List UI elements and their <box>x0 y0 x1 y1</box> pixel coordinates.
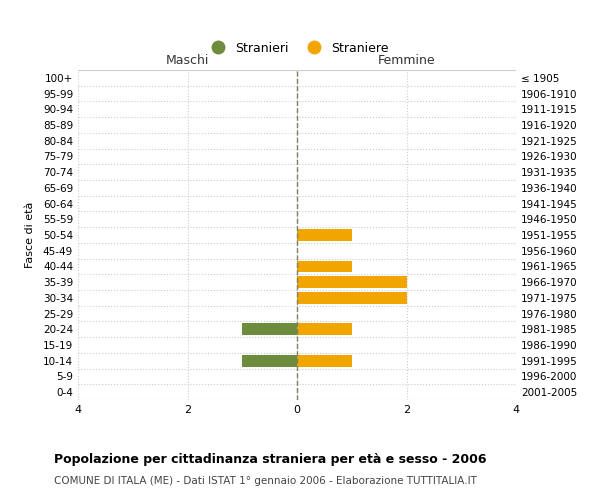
Bar <box>297 276 407 288</box>
Text: Maschi: Maschi <box>166 54 209 67</box>
Text: Femmine: Femmine <box>377 54 436 67</box>
Bar <box>242 355 297 366</box>
Bar <box>297 229 352 241</box>
Bar <box>297 324 352 335</box>
Bar <box>297 292 407 304</box>
Y-axis label: Anni di nascita: Anni di nascita <box>597 194 600 276</box>
Y-axis label: Fasce di età: Fasce di età <box>25 202 35 268</box>
Bar <box>242 324 297 335</box>
Text: COMUNE DI ITALA (ME) - Dati ISTAT 1° gennaio 2006 - Elaborazione TUTTITALIA.IT: COMUNE DI ITALA (ME) - Dati ISTAT 1° gen… <box>54 476 477 486</box>
Bar <box>297 260 352 272</box>
Legend: Stranieri, Straniere: Stranieri, Straniere <box>200 36 394 60</box>
Text: Popolazione per cittadinanza straniera per età e sesso - 2006: Popolazione per cittadinanza straniera p… <box>54 452 487 466</box>
Bar <box>297 355 352 366</box>
